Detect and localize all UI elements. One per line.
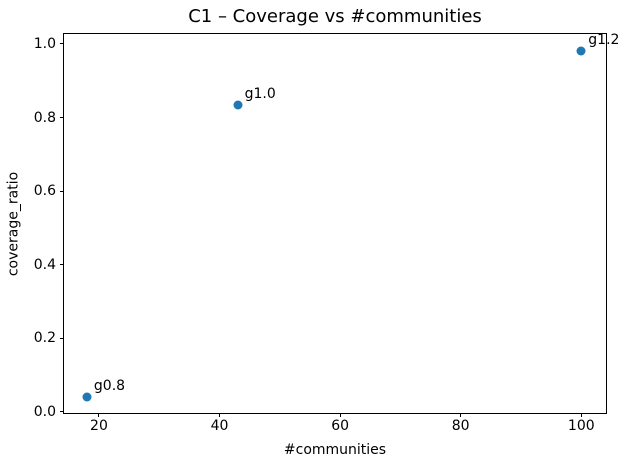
y-tick-label: 1.0 [33,35,56,52]
y-tick-label: 0.2 [33,330,56,347]
y-axis-label: coverage_ratio [5,171,22,277]
y-tick-mark [60,264,64,266]
y-tick-label: 0.6 [33,183,56,200]
x-tick-mark [339,413,341,417]
y-tick-mark [60,43,64,45]
plot-area: 20 40 60 80 100 0.0 0.2 0.4 0.6 0.8 1.0 g0.8 g1.0 g1.… [34,33,619,433]
point-annotation: g1.0 [244,85,276,102]
x-tick-label: 100 [567,418,595,434]
x-tick-mark [98,413,100,417]
y-tick-label: 0.4 [33,256,56,273]
x-tick-mark [580,413,582,417]
x-axis-label: #communities [283,442,387,458]
y-tick-label: 0.0 [33,403,56,420]
y-tick-mark [60,190,64,192]
x-tick-label: 40 [210,418,229,434]
scatter-point [233,100,243,110]
scatter-point [82,392,92,402]
x-tick-label: 80 [451,418,470,434]
y-tick-mark [60,117,64,119]
x-tick-mark [460,413,462,417]
x-tick-label: 60 [331,418,350,434]
point-annotation: g1.2 [588,32,620,49]
scatter-point [576,46,586,56]
chart-title: C1 – Coverage vs #communities [188,6,482,27]
x-tick-label: 20 [90,418,108,434]
y-tick-label: 0.8 [33,109,56,126]
y-tick-mark [60,337,64,339]
x-tick-mark [219,413,221,417]
y-tick-mark [60,411,64,413]
point-annotation: g0.8 [93,378,126,395]
